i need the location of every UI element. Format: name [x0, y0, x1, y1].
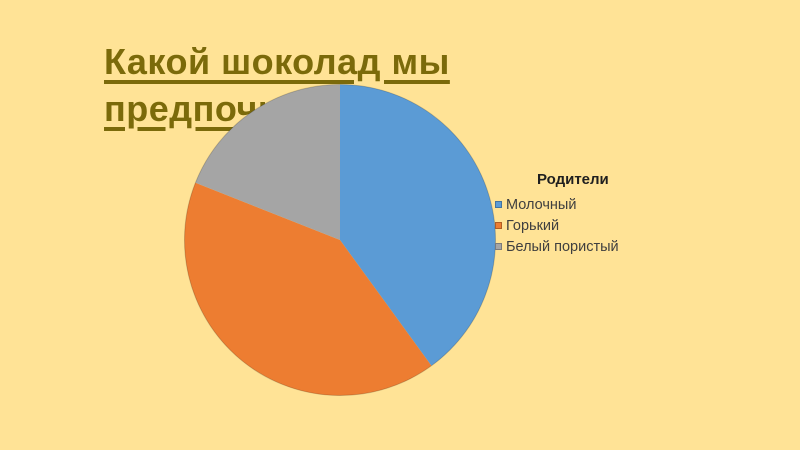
legend-item: Молочный: [495, 194, 619, 215]
legend-item-label: Молочный: [506, 196, 577, 213]
legend-items: Молочный Горький Белый пористый: [495, 194, 619, 257]
legend-item: Белый пористый: [495, 236, 619, 257]
chart-legend-title: Родители: [537, 171, 609, 188]
legend-swatch-icon: [495, 243, 502, 250]
pie-slice-2: [184, 182, 432, 396]
slide-title-line-1: Какой шоколад мы: [104, 41, 450, 82]
legend-item-label: Белый пористый: [506, 238, 619, 255]
pie-chart: [184, 84, 496, 396]
pie-outline: [184, 84, 496, 396]
pie-slice-1: [340, 84, 496, 366]
legend-item: Горький: [495, 215, 619, 236]
pie-slice-3: [195, 84, 340, 240]
chart-legend: Родители Молочный Горький Белый пористый: [495, 171, 619, 257]
legend-swatch-icon: [495, 222, 502, 229]
legend-item-label: Горький: [506, 217, 560, 234]
legend-swatch-icon: [495, 201, 502, 208]
